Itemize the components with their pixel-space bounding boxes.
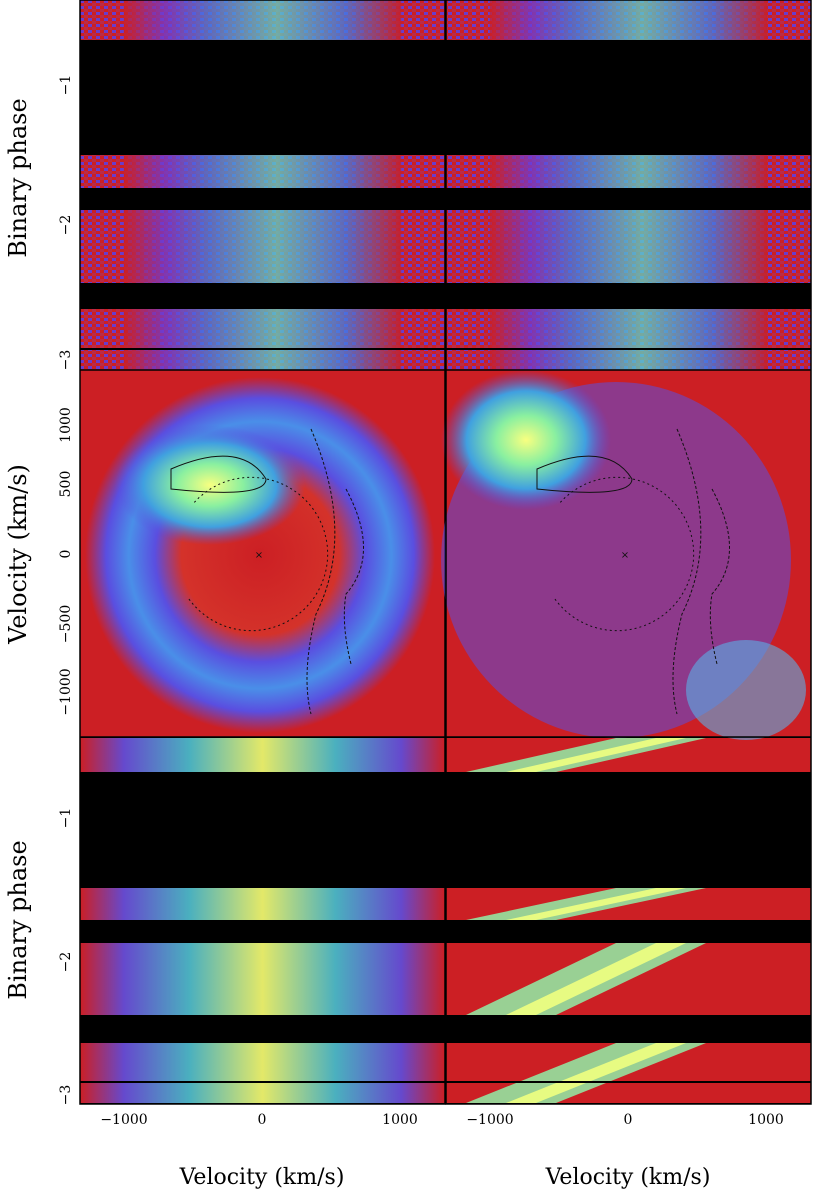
model-band-emission — [80, 888, 445, 920]
y-axis-label-top: Binary phase — [4, 98, 32, 257]
phase-gap-bottom — [80, 737, 445, 1104]
s-wave-core — [506, 943, 686, 1015]
panel-frame — [445, 0, 812, 1105]
observed-band-emission — [123, 210, 402, 283]
s-wave-core — [506, 738, 686, 772]
y-tick-label: −1 — [58, 808, 74, 829]
x-tick-label: 0 — [624, 1112, 633, 1128]
y-tick-label: 0 — [58, 550, 74, 559]
y-tick-label: 500 — [58, 471, 74, 498]
x-tick-label: 1000 — [382, 1112, 418, 1128]
phase-gap-bottom — [446, 737, 811, 1104]
observed-band-emission — [123, 0, 402, 40]
roche-lobe — [536, 455, 633, 493]
observed-band-emission — [123, 155, 402, 188]
bright-spot — [441, 370, 611, 510]
keplerian-trajectory — [306, 428, 336, 715]
bright-spot — [115, 425, 305, 545]
y-tick-label: −3 — [58, 350, 74, 371]
x-tick-label: −1000 — [100, 1112, 147, 1128]
model-band-emission — [80, 943, 445, 1015]
x-tick-label: −1000 — [466, 1112, 513, 1128]
panels: × × — [79, 0, 812, 1105]
s-wave-core — [506, 888, 686, 920]
observed-band-emission — [489, 0, 768, 40]
x-axis-label-left: Velocity (km/s) — [179, 1165, 345, 1190]
observed-band-emission — [489, 210, 768, 283]
y-tick-label: −500 — [58, 605, 74, 643]
observed-band-emission — [489, 309, 768, 370]
y-tick-label: −1 — [58, 75, 74, 96]
observed-band-emission — [489, 155, 768, 188]
white-dwarf-marker: × — [255, 550, 263, 561]
y-tick-label: −2 — [58, 952, 74, 973]
y-axis-label-velocity: Velocity (km/s) — [4, 464, 32, 645]
white-dwarf-marker: × — [621, 550, 629, 561]
emission-patch — [686, 640, 806, 740]
tick-labels: −1 −2 −3 1000 500 0 −500 −1000 −1 −2 −3 −1000 0 1000 −… — [58, 75, 784, 1128]
y-tick-label: 1000 — [58, 407, 74, 443]
model-band-emission — [80, 738, 445, 772]
keplerian-trajectory — [672, 428, 702, 715]
y-tick-label: −1000 — [58, 668, 74, 715]
y-tick-label: −2 — [58, 215, 74, 236]
y-axis-label-bottom: Binary phase — [4, 840, 32, 999]
y-tick-label: −3 — [58, 1085, 74, 1106]
ballistic-trajectory — [709, 488, 730, 665]
x-tick-label: 0 — [258, 1112, 267, 1128]
ballistic-trajectory — [343, 488, 364, 665]
s-wave-core — [506, 1043, 686, 1103]
x-tick-label: 1000 — [748, 1112, 784, 1128]
roche-lobe — [170, 455, 267, 493]
x-axis-label-right: Velocity (km/s) — [545, 1165, 711, 1190]
model-band-emission — [80, 1043, 445, 1103]
observed-band-emission — [123, 309, 402, 370]
